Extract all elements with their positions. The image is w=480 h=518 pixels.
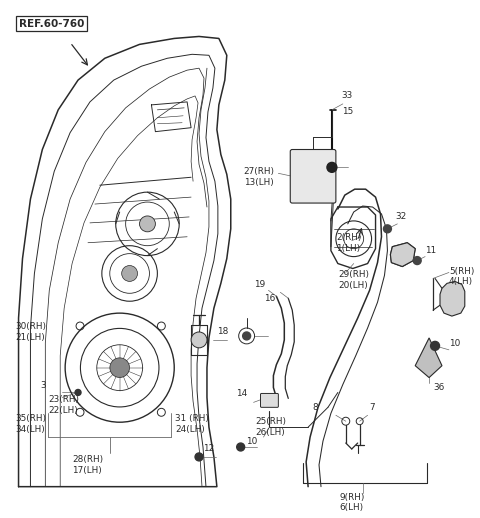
Circle shape: [140, 216, 156, 232]
Circle shape: [121, 266, 138, 281]
Text: 25(RH)
26(LH): 25(RH) 26(LH): [255, 418, 287, 437]
Text: 23(RH)
22(LH): 23(RH) 22(LH): [48, 395, 79, 415]
Text: 30(RH)
21(LH): 30(RH) 21(LH): [15, 322, 47, 342]
Text: 18: 18: [217, 327, 228, 337]
Text: 32: 32: [396, 212, 407, 221]
Polygon shape: [440, 281, 465, 316]
Polygon shape: [415, 338, 442, 378]
FancyBboxPatch shape: [261, 394, 278, 407]
Polygon shape: [390, 243, 415, 267]
Text: 31 (RH)
24(LH): 31 (RH) 24(LH): [175, 414, 209, 434]
Text: 14: 14: [236, 389, 247, 398]
Text: 16: 16: [264, 294, 276, 303]
Text: 35(RH)
34(LH): 35(RH) 34(LH): [15, 414, 47, 434]
Text: 12: 12: [203, 444, 214, 453]
FancyBboxPatch shape: [290, 150, 336, 203]
Circle shape: [413, 256, 421, 265]
Text: 2(RH)
1(LH): 2(RH) 1(LH): [336, 233, 361, 253]
Text: 29(RH)
20(LH): 29(RH) 20(LH): [338, 270, 369, 290]
Circle shape: [195, 453, 203, 461]
Circle shape: [237, 443, 245, 451]
Text: 7: 7: [370, 403, 375, 412]
Text: 8: 8: [312, 403, 318, 412]
Text: REF.60-760: REF.60-760: [19, 19, 84, 28]
Text: 19: 19: [253, 280, 265, 289]
Text: 10: 10: [449, 339, 460, 349]
Text: 33: 33: [342, 92, 353, 100]
Text: 10: 10: [246, 437, 257, 445]
Text: 5(RH)
4(LH): 5(RH) 4(LH): [449, 267, 474, 286]
Circle shape: [327, 163, 337, 172]
Circle shape: [384, 225, 391, 233]
Circle shape: [328, 163, 336, 171]
Circle shape: [191, 332, 207, 348]
Circle shape: [243, 332, 251, 340]
Text: 15: 15: [342, 107, 353, 117]
Text: 9(RH)
6(LH): 9(RH) 6(LH): [340, 493, 365, 512]
Text: 3: 3: [40, 381, 46, 390]
Text: 11: 11: [425, 246, 436, 255]
Circle shape: [110, 358, 130, 378]
Text: 36: 36: [433, 383, 444, 392]
Circle shape: [431, 341, 440, 350]
Circle shape: [75, 390, 81, 395]
Text: 28(RH)
17(LH): 28(RH) 17(LH): [72, 455, 103, 474]
Text: 27(RH)
13(LH): 27(RH) 13(LH): [244, 167, 275, 187]
